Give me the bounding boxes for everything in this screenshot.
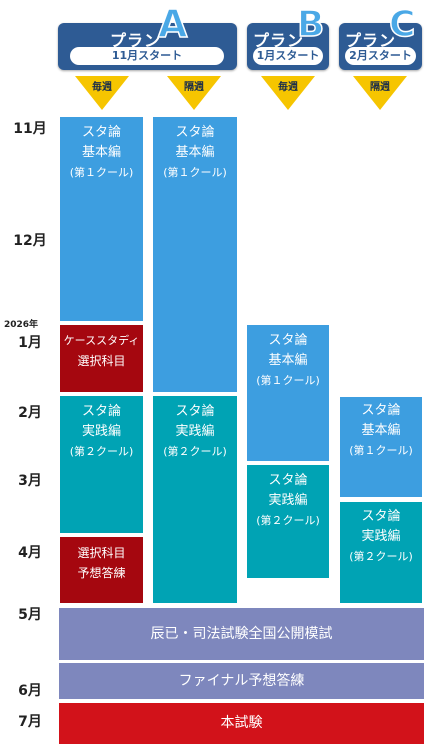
plan-b-weekly-arrow: 毎週 — [261, 76, 315, 110]
block-title: スタ論 — [361, 509, 401, 524]
plan-c-biweekly-arrow: 隔週 — [353, 76, 407, 110]
a-biweekly-basic-block: スタ論 基本編 (第１クール) — [153, 117, 237, 392]
plan-a-weekly-label: 毎週 — [92, 82, 112, 93]
month-jun: 6月 — [18, 683, 42, 699]
block-subtitle: 実践編 — [361, 529, 401, 544]
block-note: (第１クール) — [163, 166, 227, 179]
b-practice-block: スタ論 実践編 (第２クール) — [247, 465, 329, 578]
block-title: スタ論 — [361, 403, 401, 418]
block-note: (第２クール) — [256, 514, 320, 527]
block-note: (第２クール) — [349, 550, 413, 563]
final-drill-band: ファイナル予想答練 — [59, 663, 424, 699]
plan-b-weekly-label: 毎週 — [278, 82, 298, 93]
block-note: (第１クール) — [256, 374, 320, 387]
block-title: スタ論 — [81, 404, 121, 419]
final-drill-label: ファイナル予想答練 — [178, 673, 305, 689]
month-nov: 11月 — [13, 121, 47, 137]
block-note: (第２クール) — [163, 445, 227, 458]
plan-c-header: プラン C 2月スタート — [339, 6, 422, 70]
block-subtitle: 予想答練 — [77, 566, 126, 580]
a-weekly-elective-block: 選択科目 予想答練 — [60, 537, 143, 603]
plan-a-weekly-arrow: 毎週 — [75, 76, 129, 110]
c-basic-block: スタ論 基本編 (第１クール) — [340, 397, 422, 497]
month-mar: 3月 — [18, 473, 42, 489]
plan-a-start-pill: 11月スタート — [70, 47, 224, 65]
main-exam-band: 本試験 — [59, 703, 424, 744]
month-apr: 4月 — [18, 545, 42, 561]
block-title: スタ論 — [81, 125, 121, 140]
year-label: 2026年 — [4, 320, 39, 330]
down-arrow-icon — [261, 76, 315, 110]
mock-exam-label: 辰已・司法試験全国公開模試 — [150, 626, 333, 642]
b-basic-block: スタ論 基本編 (第１クール) — [247, 325, 329, 461]
plan-a-header: プラン A 11月スタート — [58, 4, 237, 70]
a-weekly-practice-block: スタ論 実践編 (第２クール) — [60, 396, 143, 533]
block-subtitle: 実践編 — [175, 424, 215, 439]
block-title: 選択科目 — [77, 546, 126, 560]
block-note: (第１クール) — [69, 166, 134, 179]
plan-a-biweekly-label: 隔週 — [184, 82, 204, 93]
block-title: スタ論 — [268, 473, 308, 488]
month-jul: 7月 — [18, 714, 42, 730]
block-title: ケーススタディ — [63, 334, 140, 347]
plan-a-word: プラン — [110, 31, 162, 50]
block-subtitle: 基本編 — [81, 145, 121, 160]
block-subtitle: 基本編 — [175, 145, 215, 160]
month-jan: 1月 — [18, 335, 42, 351]
c-practice-block: スタ論 実践編 (第２クール) — [340, 502, 422, 603]
mock-exam-band: 辰已・司法試験全国公開模試 — [59, 608, 424, 660]
plan-a-letter: A — [157, 2, 188, 46]
plan-b-word: プラン — [253, 31, 305, 50]
plan-b-letter: B — [296, 4, 325, 45]
plan-b-header: プラン B 1月スタート — [247, 6, 329, 70]
block-note: (第２クール) — [69, 445, 134, 458]
month-dec: 12月 — [13, 233, 47, 249]
down-arrow-icon — [167, 76, 221, 110]
a-weekly-basic-block: スタ論 基本編 (第１クール) — [60, 117, 143, 321]
plan-c-start-pill: 2月スタート — [345, 47, 416, 65]
a-biweekly-practice-block: スタ論 実践編 (第２クール) — [153, 396, 237, 603]
month-may: 5月 — [18, 607, 42, 623]
plan-c-biweekly-label: 隔週 — [370, 82, 390, 93]
block-note: (第１クール) — [349, 444, 413, 457]
block-subtitle: 基本編 — [361, 423, 401, 438]
plan-c-word: プラン — [345, 31, 397, 50]
block-subtitle: 実践編 — [268, 493, 308, 508]
block-subtitle: 選択科目 — [77, 354, 126, 368]
block-subtitle: 基本編 — [268, 353, 308, 368]
block-title: スタ論 — [175, 125, 215, 140]
a-weekly-case-block: ケーススタディ 選択科目 — [60, 325, 143, 392]
month-feb: 2月 — [18, 405, 42, 421]
plan-b-start-pill: 1月スタート — [253, 47, 323, 65]
main-exam-label: 本試験 — [220, 715, 263, 731]
down-arrow-icon — [353, 76, 407, 110]
block-subtitle: 実践編 — [81, 424, 121, 439]
plan-c-letter: C — [388, 4, 416, 45]
plan-a-biweekly-arrow: 隔週 — [167, 76, 221, 110]
down-arrow-icon — [75, 76, 129, 110]
block-title: スタ論 — [268, 333, 308, 348]
block-title: スタ論 — [175, 404, 215, 419]
